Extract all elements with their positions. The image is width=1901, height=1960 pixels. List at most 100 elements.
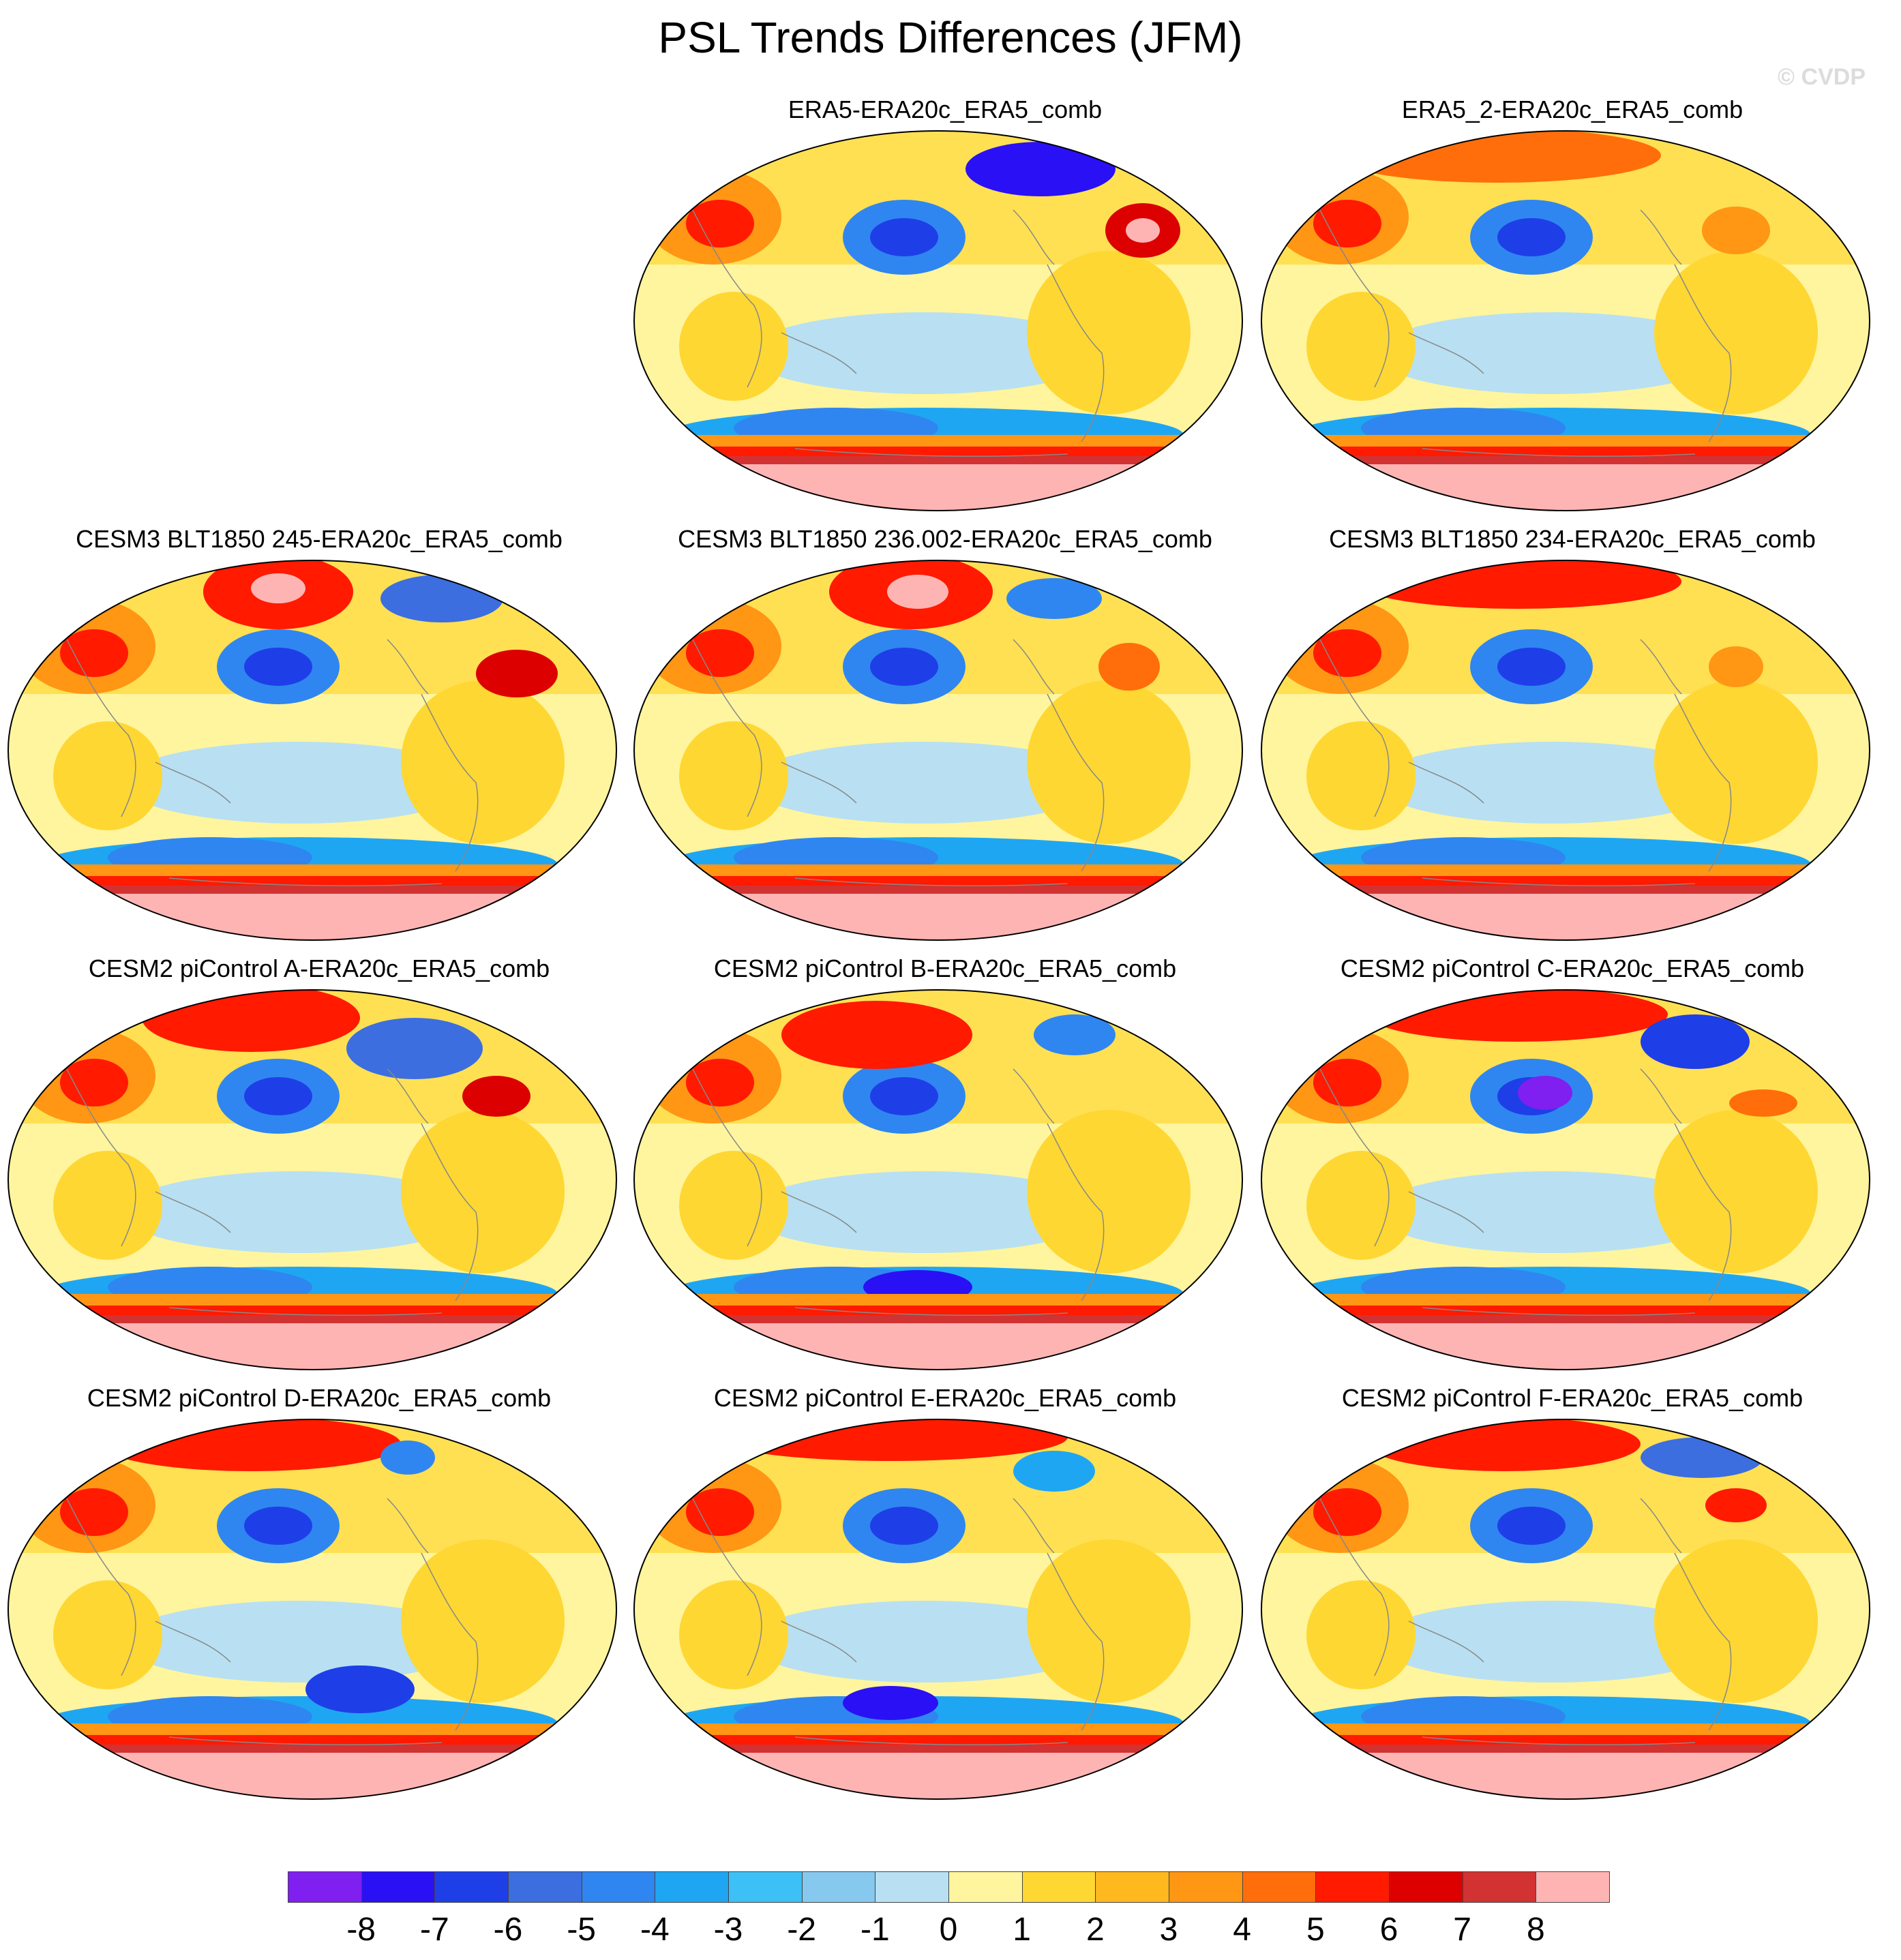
map-plot [1261, 1419, 1870, 1800]
field-blob [1375, 1601, 1729, 1683]
colorbar-tick-label: -6 [493, 1912, 523, 1948]
colorbar-swatch [288, 1871, 362, 1903]
field-blob [1641, 1014, 1750, 1069]
colorbar-tick-label: 8 [1526, 1912, 1545, 1948]
field-blob [1027, 1110, 1191, 1273]
field-blob [1098, 643, 1160, 691]
field-blob [1375, 742, 1729, 824]
field-blob [401, 1110, 565, 1273]
map-panel: CESM2 piControl B-ERA20c_ERA5_comb [631, 954, 1259, 1383]
colorbar-swatch [801, 1871, 876, 1903]
field-blob [1313, 1059, 1381, 1106]
field-blob [1654, 1539, 1818, 1703]
colorbar-swatch [1095, 1871, 1169, 1903]
field-blob [60, 1059, 128, 1106]
field-blob [843, 1686, 938, 1720]
field-blob [1709, 646, 1763, 687]
colorbar-swatch [1389, 1871, 1463, 1903]
panel-title: CESM3 BLT1850 234-ERA20c_ERA5_comb [1329, 525, 1816, 553]
field-blob [1313, 200, 1381, 247]
field-blob [966, 142, 1116, 196]
field-blob [53, 721, 162, 830]
colorbar-tick-label: 7 [1453, 1912, 1471, 1948]
colorbar-swatch [361, 1871, 436, 1903]
field-blob [1497, 1507, 1566, 1545]
colorbar-tick-label: 4 [1233, 1912, 1251, 1948]
colorbar-swatch [948, 1871, 1023, 1903]
panel-title: ERA5_2-ERA20c_ERA5_comb [1401, 95, 1743, 123]
field-blob [1654, 680, 1818, 844]
panel-title: ERA5-ERA20c_ERA5_comb [788, 95, 1103, 123]
panel-title: CESM3 BLT1850 236.002-ERA20c_ERA5_comb [678, 525, 1212, 553]
map-panel: CESM2 piControl C-ERA20c_ERA5_comb [1259, 954, 1886, 1383]
field-blob [53, 1151, 162, 1260]
colorbar-swatch [581, 1871, 656, 1903]
map-plot [8, 560, 617, 941]
map-panel: CESM3 BLT1850 234-ERA20c_ERA5_comb [1259, 525, 1886, 953]
map-plot [633, 1419, 1243, 1800]
field-blob [401, 680, 565, 844]
field-blob [1027, 1539, 1191, 1703]
map-plot [1261, 989, 1870, 1370]
field-blob [60, 1488, 128, 1536]
map-plot [633, 989, 1243, 1370]
colorbar-tick-label: 1 [1013, 1912, 1031, 1948]
field-blob [686, 629, 754, 677]
field-blob [1375, 1171, 1729, 1253]
map-panel: ERA5_2-ERA20c_ERA5_comb [1259, 95, 1886, 524]
colorbar-tick-label: 2 [1086, 1912, 1105, 1948]
field-blob [380, 1441, 435, 1475]
field-blob [1654, 1110, 1818, 1273]
field-blob [401, 1539, 565, 1703]
map-plot [1261, 130, 1870, 511]
field-blob [1368, 990, 1668, 1042]
map-plot [8, 989, 617, 1370]
field-blob [679, 1580, 788, 1689]
field-blob [1313, 1488, 1381, 1536]
field-blob [251, 573, 305, 603]
field-blob [679, 721, 788, 830]
field-blob [1034, 1014, 1116, 1055]
field-blob [686, 1059, 754, 1106]
colorbar-tick-label: 3 [1159, 1912, 1178, 1948]
field-blob [870, 648, 938, 686]
colorbar-swatch [655, 1871, 729, 1903]
field-blob [781, 1001, 972, 1069]
field-blob [60, 629, 128, 677]
field-blob [686, 200, 754, 247]
colorbar-swatch [728, 1871, 803, 1903]
field-blob [887, 575, 948, 609]
map-panel: CESM3 BLT1850 245-ERA20c_ERA5_comb [5, 525, 633, 953]
field-blob [1126, 218, 1160, 243]
field-blob [1518, 1076, 1572, 1110]
map-panel: ERA5-ERA20c_ERA5_comb [631, 95, 1259, 524]
colorbar-tick-label: -2 [787, 1912, 816, 1948]
colorbar-swatch [434, 1871, 509, 1903]
field-blob [244, 648, 312, 686]
field-blob [679, 1151, 788, 1260]
colorbar-tick-label: 0 [939, 1912, 958, 1948]
field-blob [1729, 1089, 1797, 1117]
field-blob [101, 1419, 401, 1471]
field-blob [121, 1601, 476, 1683]
field-blob [380, 575, 503, 622]
field-blob [747, 312, 1102, 394]
field-blob [1641, 1437, 1763, 1478]
field-blob [1705, 1488, 1767, 1522]
map-panel: CESM2 piControl A-ERA20c_ERA5_comb [5, 954, 633, 1383]
colorbar-tick-label: -5 [567, 1912, 596, 1948]
field-blob [747, 1171, 1102, 1253]
field-blob [1306, 721, 1416, 830]
colorbar-tick-label: -4 [640, 1912, 670, 1948]
field-blob [870, 1507, 938, 1545]
map-plot [8, 1419, 617, 1800]
field-blob [1702, 207, 1770, 254]
colorbar-tick-label: -7 [419, 1912, 449, 1948]
field-blob [1368, 1419, 1641, 1471]
field-blob [679, 292, 788, 401]
field-blob [747, 1601, 1102, 1683]
colorbar-swatch [1462, 1871, 1537, 1903]
colorbar-tick-label: -3 [713, 1912, 743, 1948]
colorbar-swatch [1021, 1871, 1096, 1903]
field-blob [346, 1018, 483, 1079]
